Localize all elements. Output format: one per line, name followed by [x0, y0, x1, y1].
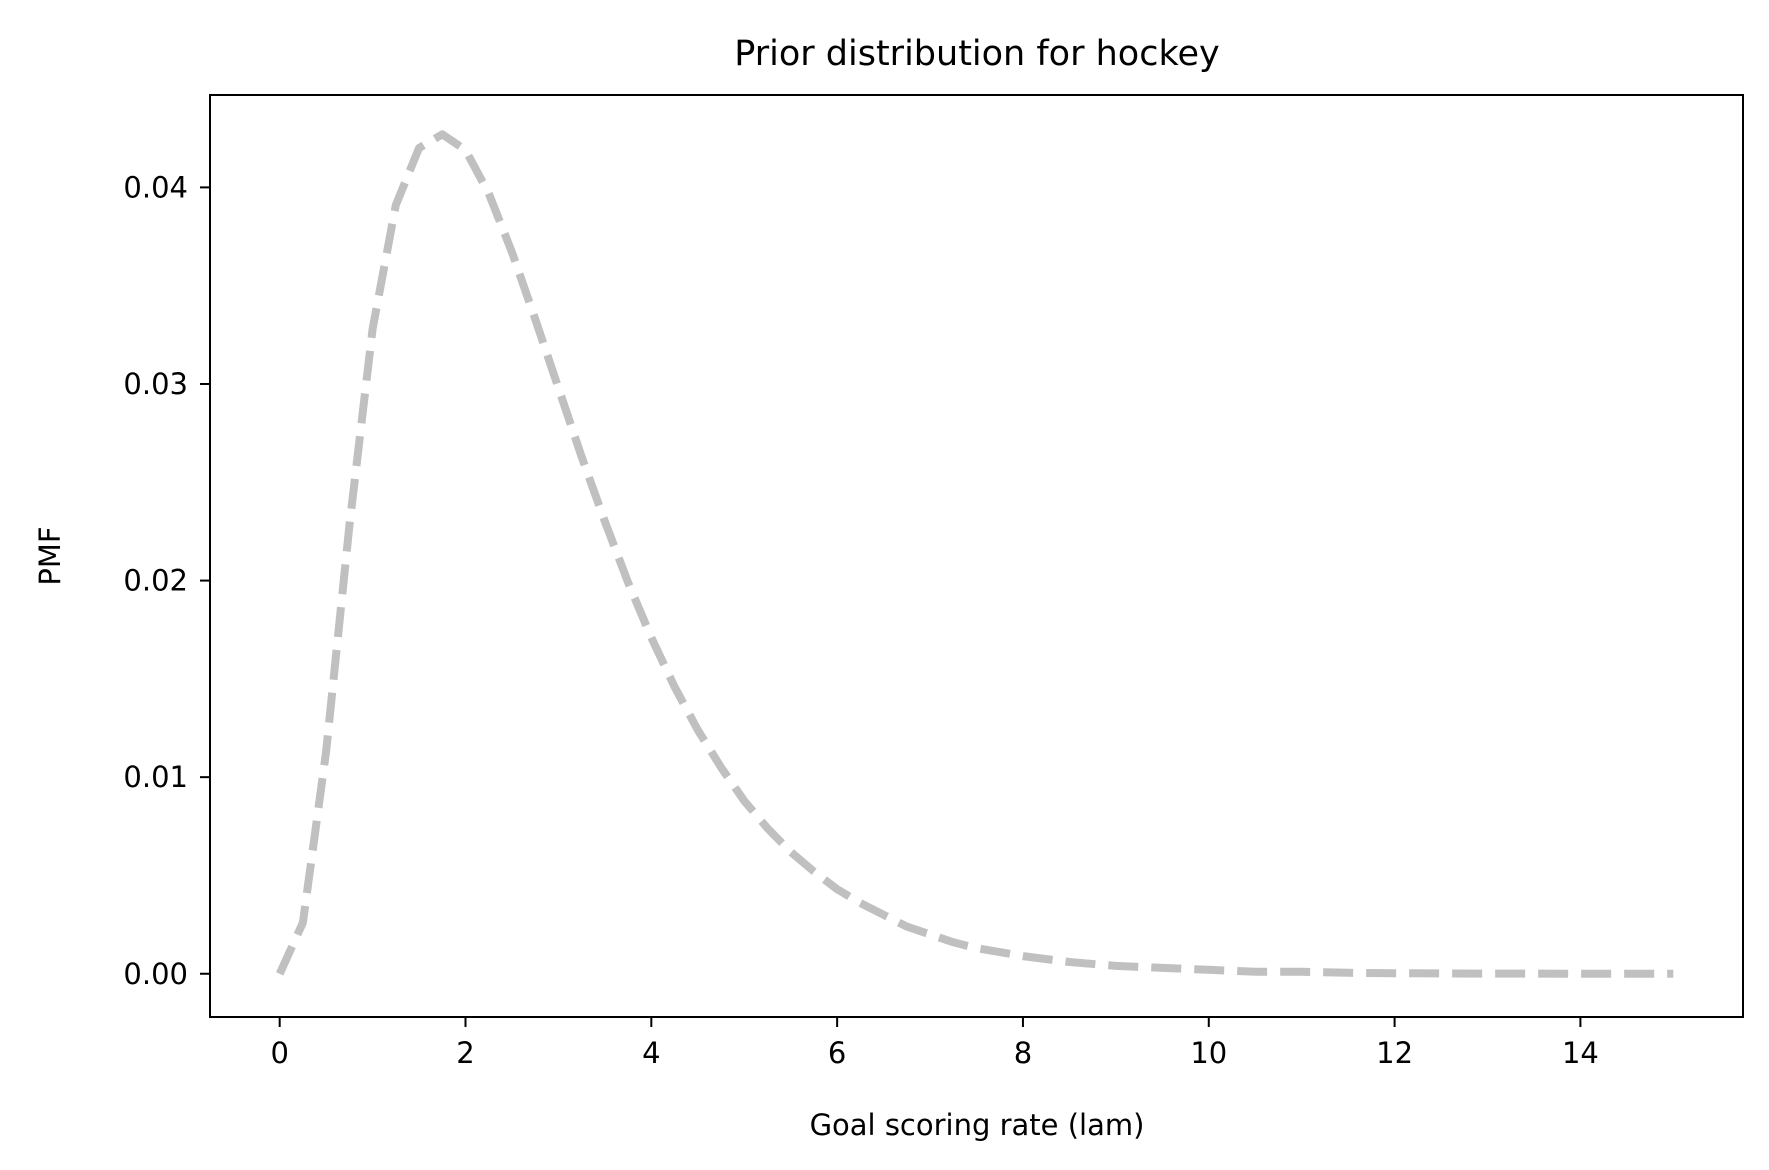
- x-axis-ticks: 0 2 4 6 8 10 12 14: [270, 1017, 1599, 1070]
- y-axis-ticks: 0.00 0.01 0.02 0.03 0.04: [123, 170, 210, 991]
- y-tick-label: 0.00: [123, 957, 188, 991]
- x-axis-label: Goal scoring rate (lam): [810, 1108, 1145, 1142]
- x-tick-label: 6: [828, 1036, 846, 1070]
- x-tick-label: 10: [1190, 1036, 1227, 1070]
- x-tick-label: 4: [642, 1036, 660, 1070]
- plot-frame: [209, 94, 1744, 1018]
- y-tick-label: 0.01: [123, 760, 188, 794]
- y-tick-label: 0.04: [123, 170, 188, 204]
- series-layer: [276, 130, 1674, 978]
- plot-area: [209, 94, 1744, 1018]
- x-tick-label: 2: [456, 1036, 474, 1070]
- y-tick-label: 0.03: [123, 367, 188, 401]
- x-tick-label: 8: [1014, 1036, 1032, 1070]
- y-tick-label: 0.02: [123, 564, 188, 598]
- x-tick-label: 14: [1562, 1036, 1599, 1070]
- x-tick-label: 12: [1376, 1036, 1413, 1070]
- y-axis-label: PMF: [33, 526, 67, 585]
- x-tick-label: 0: [270, 1036, 288, 1070]
- chart-title: Prior distribution for hockey: [734, 34, 1219, 74]
- series-line-0: [276, 130, 1674, 978]
